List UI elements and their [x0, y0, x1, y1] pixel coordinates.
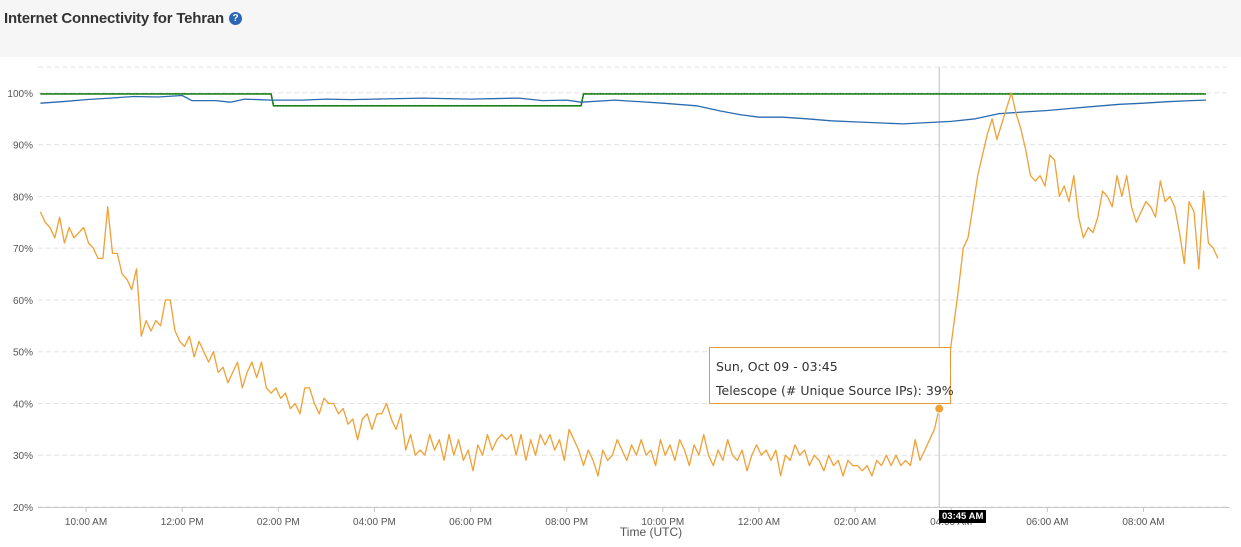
bgp-series-line — [40, 93, 1206, 107]
x-tick-label: 12:00 PM — [161, 517, 204, 528]
y-tick-label: 50% — [13, 348, 33, 359]
x-tick-label: 02:00 AM — [834, 517, 876, 528]
x-tick-label: 04:00 PM — [353, 517, 396, 528]
title-wrap: Internet Connectivity for Tehran ? — [4, 10, 243, 27]
y-tick-label: 30% — [13, 451, 33, 462]
telescope-hover-point — [934, 403, 945, 414]
x-tick-label: 06:00 PM — [449, 517, 492, 528]
y-tick-label: 40% — [13, 399, 33, 410]
x-tick-label: 12:00 AM — [738, 517, 780, 528]
crosshair-time-label: 03:45 AM — [939, 510, 987, 523]
connectivity-chart[interactable]: 20% 30% 40% 50% 60% 70% 80% 90% 100% 10:00 AM 12:0… — [0, 57, 1241, 547]
x-tick-label: 08:00 PM — [545, 517, 588, 528]
x-tick-label: 08:00 AM — [1122, 517, 1164, 528]
tooltip-value: Telescope (# Unique Source IPs): 39% — [716, 383, 954, 398]
chart-header: Internet Connectivity for Tehran ? — [0, 0, 1241, 57]
x-tick-label: 10:00 AM — [65, 517, 107, 528]
y-tick-label: 20% — [13, 503, 33, 514]
x-axis-title: Time (UTC) — [620, 525, 682, 539]
y-tick-label: 80% — [13, 192, 33, 203]
y-tick-label: 70% — [13, 244, 33, 255]
telescope-series-line — [39, 92, 1219, 477]
chart-area[interactable]: 20% 30% 40% 50% 60% 70% 80% 90% 100% 10:00 AM 12:0… — [0, 57, 1241, 547]
y-tick-label: 90% — [13, 141, 33, 152]
x-tick-label: 02:00 PM — [257, 517, 300, 528]
chart-tooltip: Sun, Oct 09 - 03:45 Telescope (# Unique … — [709, 347, 954, 404]
active-probing-series-line — [40, 94, 1207, 125]
page-title: Internet Connectivity for Tehran — [4, 10, 225, 27]
y-tick-label: 60% — [13, 296, 33, 307]
x-tick-label: 06:00 AM — [1026, 517, 1068, 528]
bgp-series-dots — [40, 93, 1206, 107]
y-tick-label: 100% — [7, 89, 33, 100]
x-tick-label: 10:00 PM — [641, 517, 684, 528]
help-icon[interactable]: ? — [229, 12, 243, 25]
tooltip-date: Sun, Oct 09 - 03:45 — [716, 359, 838, 374]
